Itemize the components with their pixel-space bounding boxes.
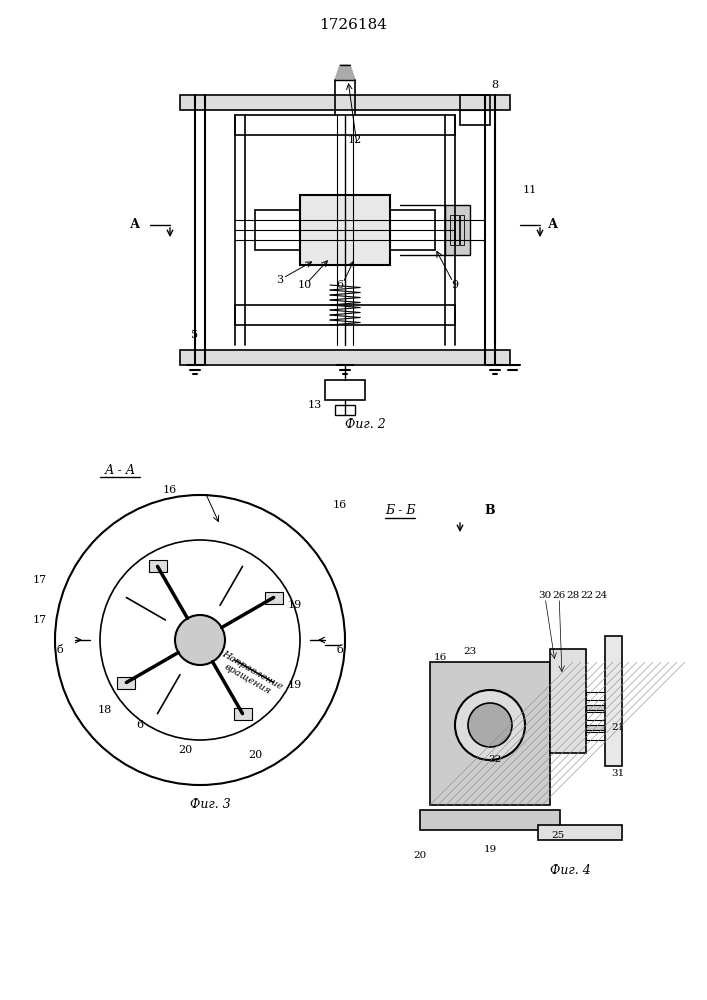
Bar: [233, 708, 252, 720]
Bar: [586, 725, 605, 730]
Bar: [586, 692, 605, 700]
Text: 20: 20: [248, 750, 262, 760]
Text: 17: 17: [33, 575, 47, 585]
Bar: [605, 636, 622, 766]
Text: 3: 3: [276, 275, 284, 285]
Bar: [235, 115, 455, 135]
Text: 16: 16: [433, 652, 447, 662]
Text: б: б: [337, 645, 344, 655]
Bar: [455, 215, 459, 245]
Bar: [335, 405, 355, 415]
Text: 8: 8: [491, 80, 498, 90]
Text: 1726184: 1726184: [319, 18, 387, 32]
Text: 16: 16: [163, 485, 177, 495]
Text: 19: 19: [288, 680, 302, 690]
Text: Фиг. 3: Фиг. 3: [189, 798, 230, 812]
Text: 23: 23: [463, 648, 477, 656]
Text: Б - Б: Б - Б: [385, 504, 415, 516]
Text: 24: 24: [595, 590, 608, 599]
Bar: [148, 560, 167, 572]
Bar: [586, 732, 605, 740]
Text: В: В: [485, 504, 496, 516]
Text: 18: 18: [98, 705, 112, 715]
Bar: [586, 712, 605, 720]
Text: Фиг. 2: Фиг. 2: [344, 418, 385, 432]
Bar: [586, 705, 605, 710]
Bar: [420, 810, 560, 830]
Bar: [300, 195, 390, 265]
Circle shape: [468, 703, 512, 747]
Text: 17: 17: [33, 615, 47, 625]
Bar: [538, 825, 622, 840]
Bar: [180, 350, 510, 365]
Text: 22: 22: [580, 590, 594, 599]
Text: А - А: А - А: [105, 464, 136, 477]
Text: 26: 26: [553, 590, 566, 599]
Bar: [450, 215, 454, 245]
Text: 19: 19: [484, 846, 496, 854]
Bar: [445, 205, 470, 255]
Bar: [460, 95, 490, 125]
Bar: [550, 649, 586, 753]
Text: 25: 25: [551, 830, 565, 840]
Text: 10: 10: [298, 280, 312, 290]
Bar: [460, 215, 464, 245]
Circle shape: [175, 615, 225, 665]
Text: 12: 12: [348, 135, 362, 145]
Text: А: А: [548, 219, 558, 232]
Text: 13: 13: [308, 400, 322, 410]
Text: 6: 6: [136, 720, 144, 730]
Text: 32: 32: [489, 756, 502, 764]
Text: 21: 21: [611, 722, 624, 732]
Text: 9: 9: [452, 280, 459, 290]
Text: 30: 30: [539, 590, 552, 599]
Text: 20: 20: [414, 850, 426, 859]
Text: 31: 31: [611, 770, 624, 778]
Text: б: б: [57, 645, 64, 655]
Text: 19: 19: [288, 600, 302, 610]
Bar: [180, 95, 510, 110]
Bar: [430, 662, 550, 805]
Polygon shape: [335, 65, 355, 80]
Text: А: А: [130, 219, 140, 232]
Bar: [117, 676, 135, 688]
Text: Направление
вращения: Направление вращения: [216, 649, 285, 701]
Bar: [235, 305, 455, 325]
Circle shape: [455, 690, 525, 760]
Bar: [264, 591, 283, 603]
Text: Фиг. 4: Фиг. 4: [549, 863, 590, 876]
Text: 28: 28: [566, 590, 580, 599]
Text: 20: 20: [178, 745, 192, 755]
Text: 11: 11: [523, 185, 537, 195]
Text: 5: 5: [192, 330, 199, 340]
Bar: [325, 380, 365, 400]
Text: 6: 6: [337, 280, 344, 290]
Text: 16: 16: [333, 500, 347, 510]
